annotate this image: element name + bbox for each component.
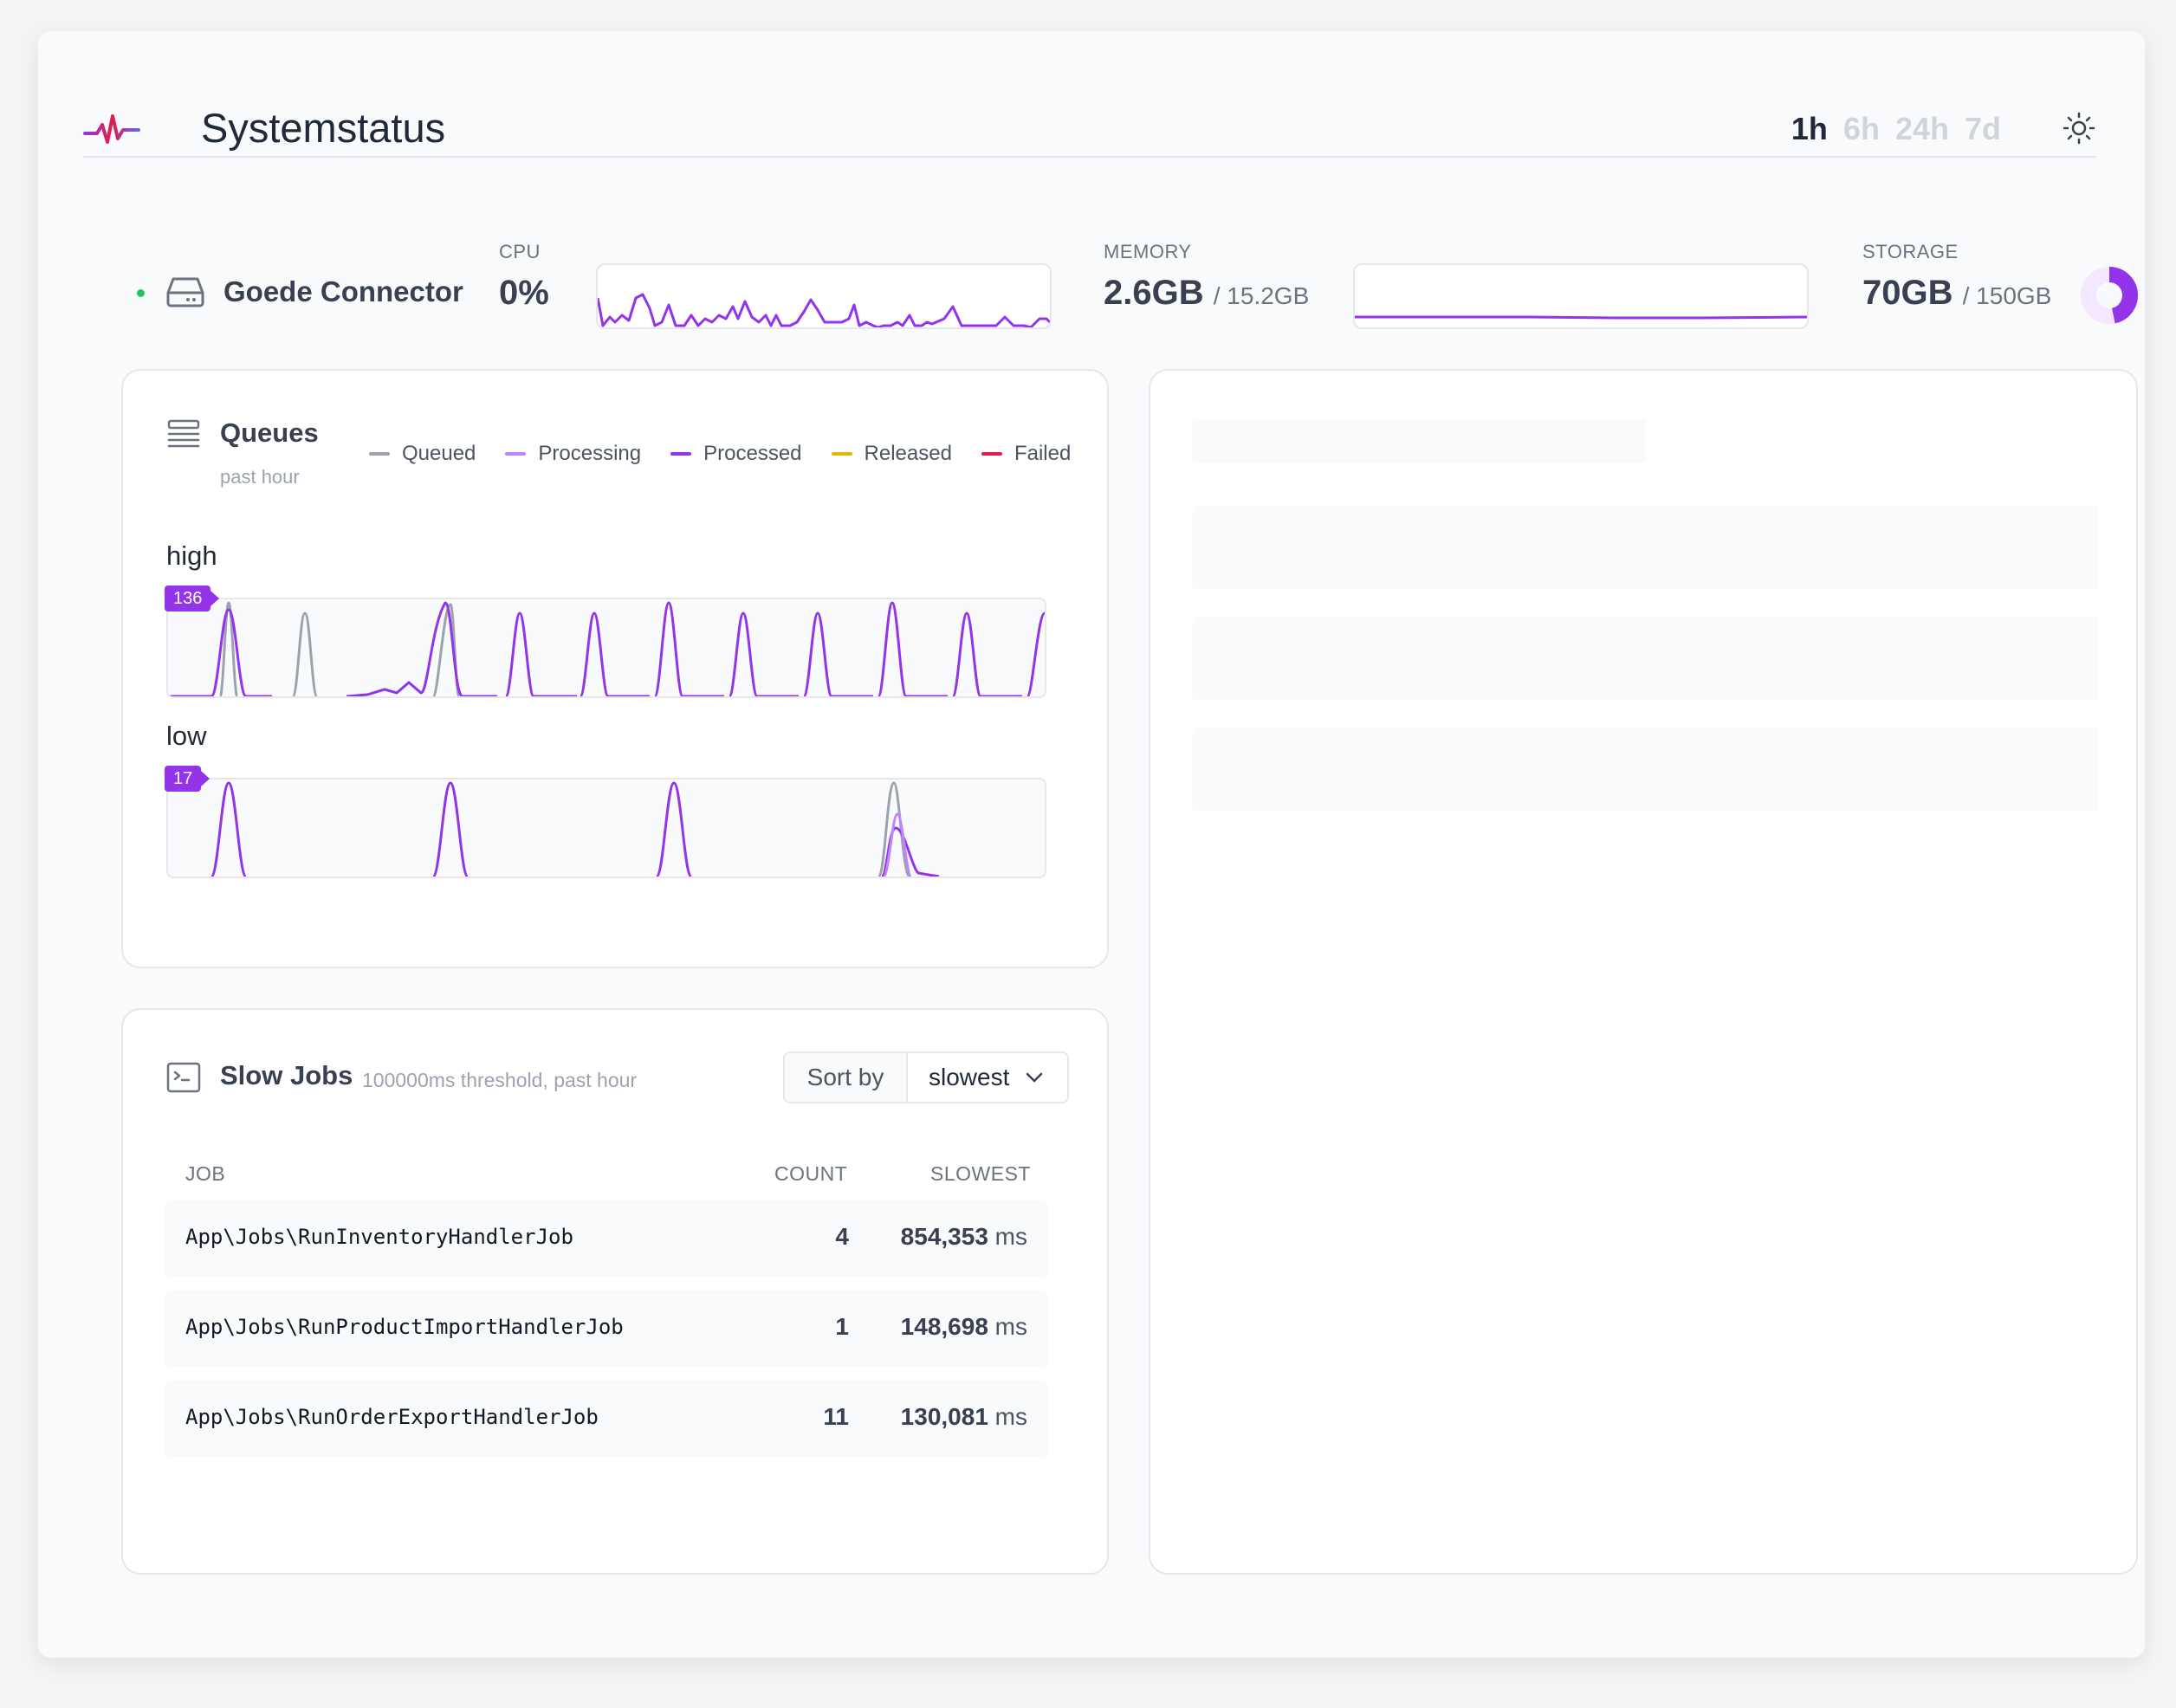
storage-label: STORAGE bbox=[1862, 241, 1959, 262]
legend-failed: Failed bbox=[981, 442, 1071, 466]
storage-total: / 150GB bbox=[1962, 282, 2052, 309]
storage-value: 70GB / 150GB bbox=[1862, 274, 2051, 313]
server-name: Goede Connector bbox=[223, 275, 463, 307]
memory-sparkline bbox=[1353, 263, 1809, 329]
legend-queued: Queued bbox=[369, 442, 476, 466]
queues-card: Queues past hour Queued Processing Proce… bbox=[121, 369, 1109, 968]
job-count: 1 bbox=[835, 1313, 849, 1340]
memory-label: MEMORY bbox=[1104, 241, 1192, 262]
legend-swatch bbox=[369, 452, 390, 456]
hard-drive-icon bbox=[166, 277, 204, 307]
job-name: App\Jobs\RunInventoryHandlerJob bbox=[185, 1225, 573, 1249]
chevron-down-icon bbox=[1026, 1072, 1043, 1083]
legend-swatch bbox=[831, 452, 852, 456]
sun-icon[interactable] bbox=[2062, 111, 2096, 146]
column-header-count: COUNT bbox=[774, 1162, 848, 1185]
period-7d[interactable]: 7d bbox=[1964, 111, 2001, 146]
memory-value: 2.6GB / 15.2GB bbox=[1104, 274, 1309, 313]
skeleton-title bbox=[1192, 419, 1646, 463]
period-1h[interactable]: 1h bbox=[1791, 111, 1828, 146]
queue-max-badge-low: 17 bbox=[165, 766, 210, 792]
loading-card bbox=[1149, 369, 2138, 1575]
queues-subtitle: past hour bbox=[220, 466, 300, 488]
job-slowest-unit: ms bbox=[994, 1223, 1027, 1250]
memory-total: / 15.2GB bbox=[1213, 282, 1310, 309]
job-slowest-value: 854,353 bbox=[900, 1223, 988, 1250]
server-row: Goede Connector CPU 0% MEMORY 2.6GB / 15… bbox=[83, 230, 2138, 343]
legend-swatch bbox=[670, 452, 692, 456]
job-slowest-unit: ms bbox=[994, 1403, 1027, 1430]
legend-label: Queued bbox=[402, 442, 476, 465]
period-24h[interactable]: 24h bbox=[1894, 111, 1949, 146]
job-slowest: 130,081 ms bbox=[901, 1403, 1027, 1431]
queue-chart-high bbox=[166, 598, 1046, 698]
job-name: App\Jobs\RunOrderExportHandlerJob bbox=[185, 1405, 599, 1429]
slow-jobs-subtitle: 100000ms threshold, past hour bbox=[362, 1069, 638, 1091]
table-row: App\Jobs\RunOrderExportHandlerJob 11 130… bbox=[165, 1381, 1048, 1457]
memory-used: 2.6GB bbox=[1104, 274, 1204, 312]
legend-swatch bbox=[981, 452, 1002, 456]
job-slowest: 148,698 ms bbox=[901, 1313, 1027, 1341]
job-slowest-value: 130,081 bbox=[900, 1403, 988, 1430]
job-name: App\Jobs\RunProductImportHandlerJob bbox=[185, 1315, 624, 1339]
cpu-sparkline bbox=[596, 263, 1052, 329]
queue-name-high: high bbox=[166, 540, 217, 571]
slow-jobs-card: Slow Jobs 100000ms threshold, past hour … bbox=[121, 1008, 1109, 1575]
sort-control: Sort by slowest bbox=[783, 1051, 1069, 1103]
status-indicator bbox=[137, 289, 145, 297]
header: Systemstatus 1h 6h 24h 7d bbox=[83, 69, 2096, 158]
queue-chart-low bbox=[166, 778, 1046, 878]
page-title: Systemstatus bbox=[201, 105, 446, 151]
sort-select[interactable]: slowest bbox=[908, 1053, 1067, 1102]
table-row: App\Jobs\RunProductImportHandlerJob 1 14… bbox=[165, 1291, 1048, 1367]
table-row: App\Jobs\RunInventoryHandlerJob 4 854,35… bbox=[165, 1200, 1048, 1277]
queue-max-badge-high: 136 bbox=[165, 586, 220, 611]
app-frame: Systemstatus 1h 6h 24h 7d Goede Connecto… bbox=[38, 31, 2145, 1658]
sort-label: Sort by bbox=[785, 1053, 908, 1102]
job-slowest-unit: ms bbox=[994, 1313, 1027, 1340]
legend-released: Released bbox=[831, 442, 952, 466]
queues-legend: Queued Processing Processed Released Fai… bbox=[369, 442, 1071, 466]
skeleton-row bbox=[1192, 728, 2098, 811]
terminal-icon bbox=[166, 1062, 201, 1093]
storage-donut bbox=[2081, 267, 2138, 324]
slow-jobs-title: Slow Jobs bbox=[220, 1060, 353, 1090]
cpu-value: 0% bbox=[499, 274, 549, 312]
job-slowest-value: 148,698 bbox=[900, 1313, 988, 1340]
legend-label: Released bbox=[864, 442, 952, 465]
queue-list-icon bbox=[167, 419, 200, 448]
queues-title: Queues bbox=[220, 417, 319, 448]
pulse-icon bbox=[83, 114, 140, 144]
job-slowest: 854,353 ms bbox=[901, 1223, 1027, 1251]
skeleton-row bbox=[1192, 617, 2098, 700]
legend-label: Processing bbox=[538, 442, 642, 465]
legend-processed: Processed bbox=[670, 442, 802, 466]
legend-label: Processed bbox=[703, 442, 802, 465]
job-count: 11 bbox=[823, 1403, 849, 1430]
skeleton-row bbox=[1192, 506, 2098, 589]
storage-used: 70GB bbox=[1862, 274, 1953, 312]
period-selector: 1h 6h 24h 7d bbox=[1791, 111, 2001, 147]
sort-value: slowest bbox=[929, 1064, 1010, 1090]
legend-label: Failed bbox=[1014, 442, 1072, 465]
job-count: 4 bbox=[835, 1223, 849, 1250]
column-header-job: JOB bbox=[185, 1162, 226, 1185]
period-6h[interactable]: 6h bbox=[1842, 111, 1880, 146]
column-header-slowest: SLOWEST bbox=[930, 1162, 1031, 1185]
queue-name-low: low bbox=[166, 721, 207, 751]
cpu-label: CPU bbox=[499, 241, 541, 262]
legend-swatch bbox=[505, 452, 527, 456]
legend-processing: Processing bbox=[505, 442, 641, 466]
